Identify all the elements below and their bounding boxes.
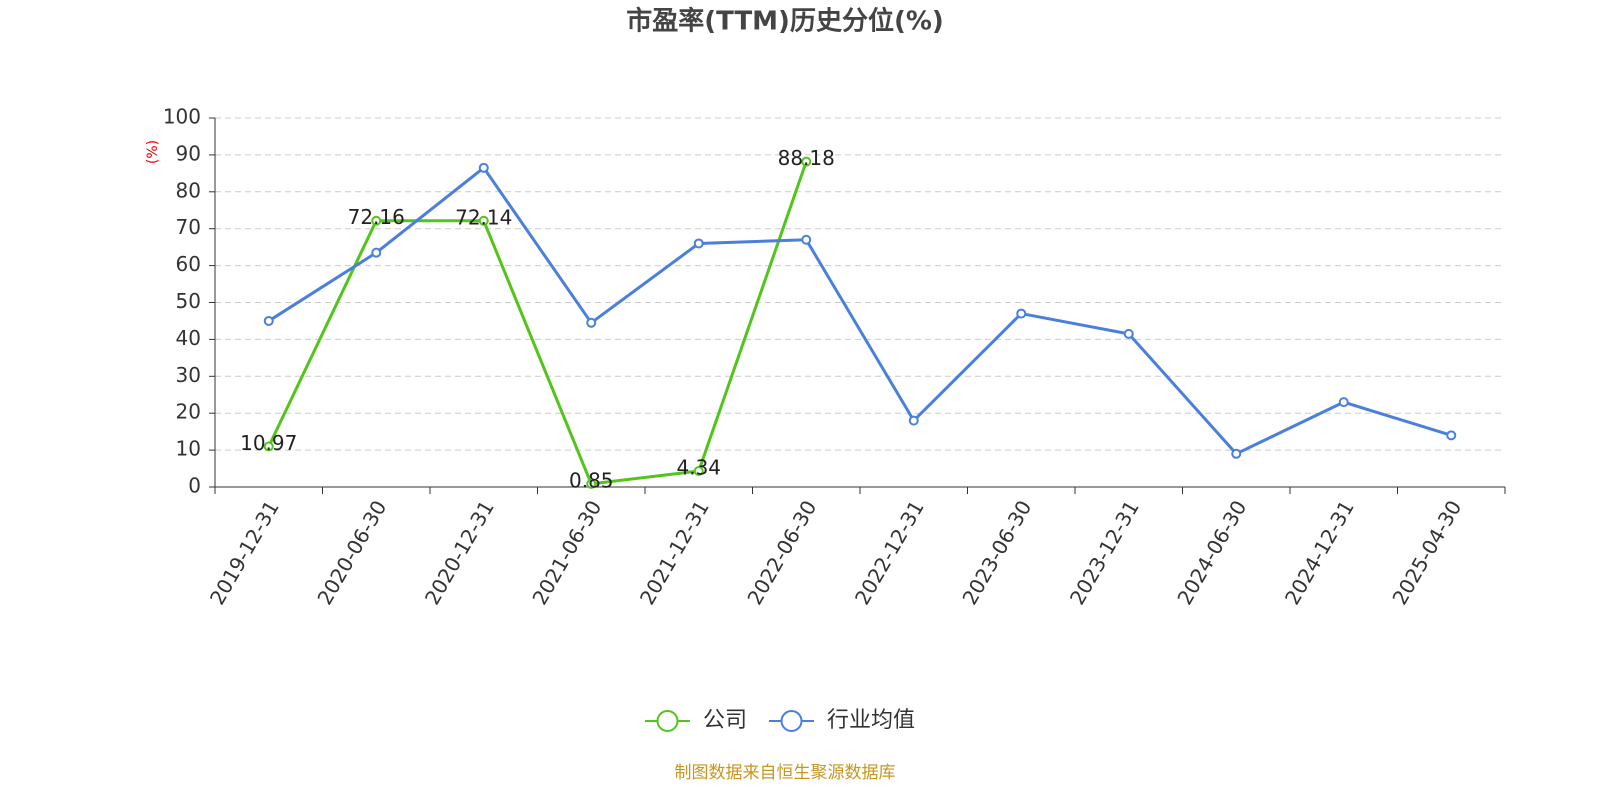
chart-title: 市盈率(TTM)历史分位(%) — [626, 6, 944, 37]
x-tick-label: 2022-12-31 — [850, 496, 929, 609]
y-tick-label: 70 — [176, 215, 201, 239]
data-point — [586, 478, 597, 489]
x-tick-label: 2024-12-31 — [1280, 496, 1359, 609]
data-point — [801, 156, 812, 167]
data-label: 72.16 — [348, 205, 405, 229]
y-tick-label: 90 — [176, 141, 201, 165]
data-label: 72.14 — [455, 205, 512, 229]
data-point — [1123, 328, 1134, 339]
data-point — [371, 247, 382, 258]
series-line — [267, 161, 808, 486]
x-tick-label: 2020-06-30 — [312, 496, 391, 609]
y-tick-label: 80 — [176, 178, 201, 202]
x-tick-label: 2021-12-31 — [635, 496, 714, 609]
y-tick-label: 60 — [176, 252, 201, 276]
data-point — [1231, 448, 1242, 459]
y-tick-label: 0 — [188, 474, 201, 498]
x-tick-label: 2021-06-30 — [527, 496, 606, 609]
legend-label: 行业均值 — [827, 708, 915, 733]
x-tick-label: 2022-06-30 — [742, 496, 821, 609]
y-tick-label: 30 — [176, 363, 201, 387]
x-tick-label: 2024-06-30 — [1172, 496, 1251, 609]
y-tick-label: 10 — [176, 437, 201, 461]
data-point — [1338, 397, 1349, 408]
data-label: 88.18 — [778, 146, 835, 170]
data-label: 4.34 — [676, 455, 721, 479]
data-point — [1016, 308, 1027, 319]
source-note: 制图数据来自恒生聚源数据库 — [675, 763, 896, 783]
data-label: 10.97 — [240, 431, 297, 455]
legend-marker — [656, 710, 679, 732]
y-axis-label: (%) — [145, 140, 161, 164]
data-point — [693, 238, 704, 249]
series-line — [267, 165, 1452, 456]
x-tick-label: 2023-06-30 — [957, 496, 1036, 609]
data-point — [371, 215, 382, 226]
data-point — [1446, 430, 1457, 441]
data-point — [801, 234, 812, 245]
y-tick-label: 40 — [176, 326, 201, 350]
data-point — [263, 441, 274, 452]
legend-marker — [780, 710, 803, 732]
legend-label: 公司 — [703, 708, 747, 733]
x-tick-label: 2020-12-31 — [420, 496, 499, 609]
data-point — [908, 415, 919, 426]
data-point — [693, 465, 704, 476]
data-point — [478, 162, 489, 173]
y-tick-label: 20 — [176, 400, 201, 424]
x-tick-label: 2025-04-30 — [1387, 496, 1466, 609]
data-point — [586, 317, 597, 328]
data-point — [478, 215, 489, 226]
x-tick-label: 2019-12-31 — [205, 496, 284, 609]
y-tick-label: 50 — [176, 289, 201, 313]
y-tick-label: 100 — [163, 105, 201, 129]
data-point — [263, 315, 274, 326]
x-tick-label: 2023-12-31 — [1065, 496, 1144, 609]
data-label: 0.85 — [569, 468, 614, 492]
